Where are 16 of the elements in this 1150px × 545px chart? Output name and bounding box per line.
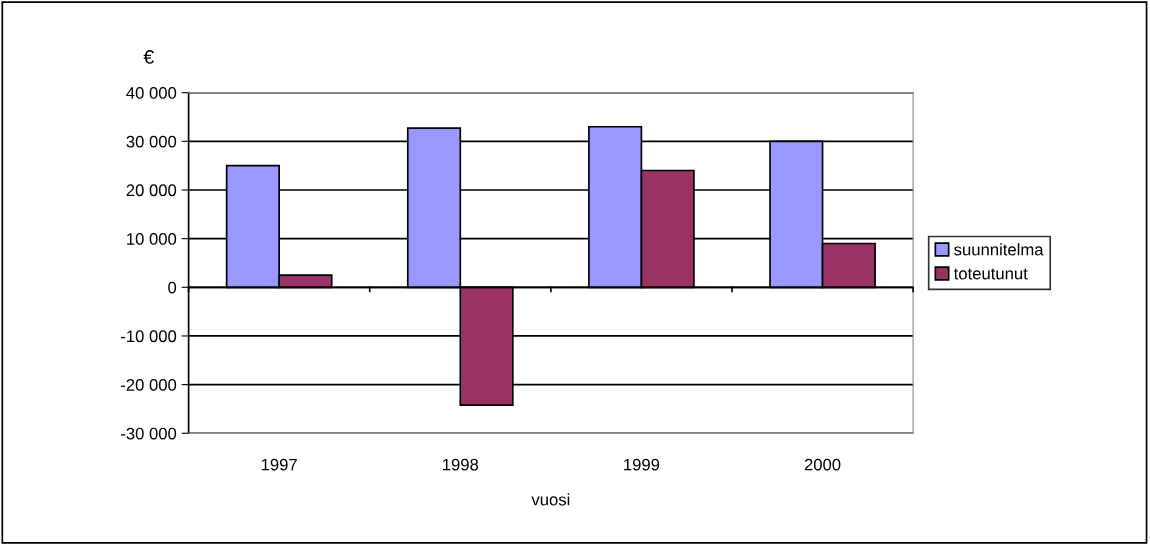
y-tick-label: 0 [168, 281, 177, 294]
x-tick-label: 1998 [443, 458, 479, 471]
legend-label: suunnitelma [954, 243, 1044, 256]
y-tick-label: 20 000 [126, 184, 177, 197]
y-tick-label: -10 000 [121, 330, 177, 343]
y-tick-label: 40 000 [126, 87, 177, 99]
y-tick-label: -20 000 [121, 379, 177, 391]
y-tick-label: 30 000 [126, 135, 177, 148]
legend-label: toteutunut [953, 268, 1028, 280]
y-tick-label: -30 000 [121, 427, 177, 440]
y-tick-label: 10 000 [127, 233, 177, 245]
x-axis-title: vuosi [531, 493, 570, 506]
x-tick-label: 1997 [261, 458, 297, 471]
y-axis-title: € [143, 50, 154, 64]
x-tick-label: 1999 [624, 458, 660, 471]
x-tick-label: 2000 [804, 458, 841, 471]
